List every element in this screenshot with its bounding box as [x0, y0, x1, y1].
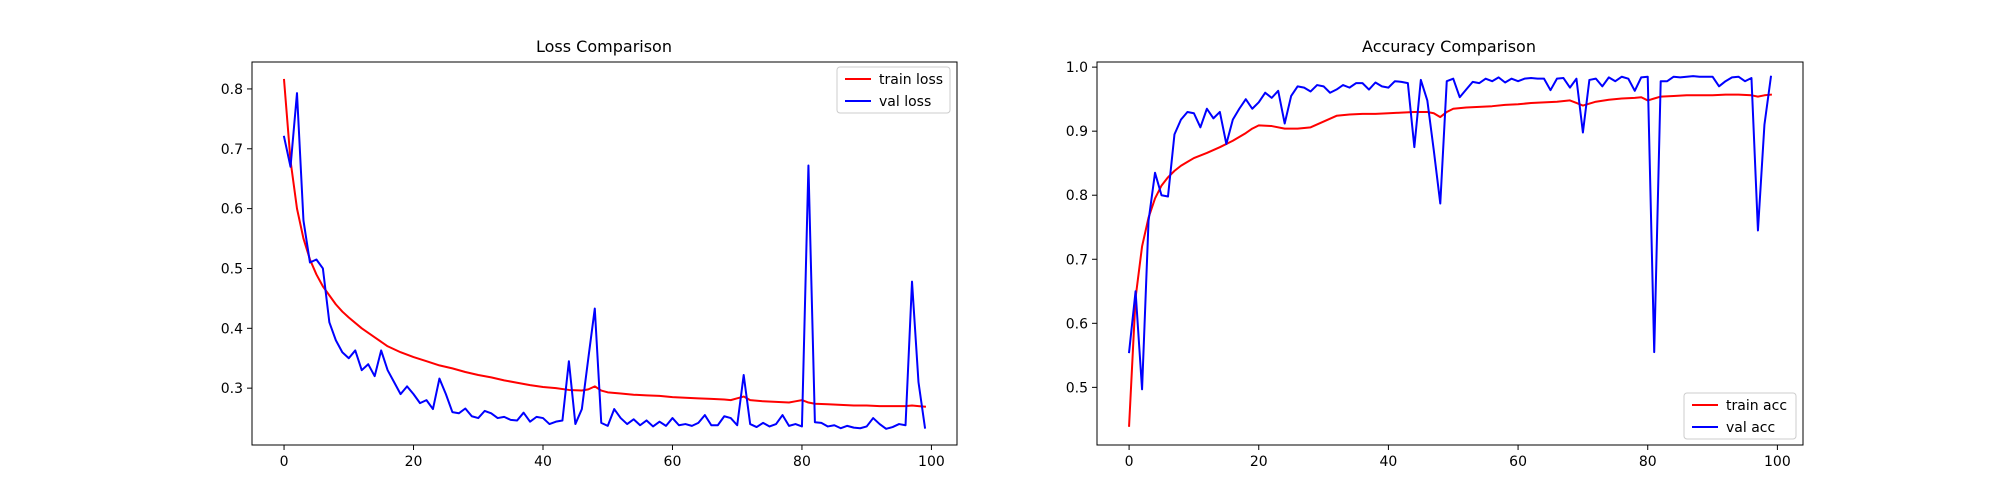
- accuracy-chart-plot-area: 0 20 40 60 80 100 0.5 0.6 0.7 0.8 0.9 1.0: [1066, 60, 1791, 470]
- loss-y-tick-label: 0.8: [221, 82, 243, 98]
- accuracy-x-tick-label: 80: [1639, 454, 1657, 470]
- accuracy-chart-panel: Accuracy Comparison 0 20 40 60 80 100 0.5 0.6 0.…: [1066, 37, 1804, 470]
- accuracy-x-tick-label: 40: [1379, 454, 1397, 470]
- accuracy-y-tick-label: 0.7: [1066, 252, 1088, 268]
- loss-x-tick-label: 0: [280, 454, 289, 470]
- legend-label-train-loss: train loss: [879, 72, 943, 88]
- accuracy-series-val-acc: [1127, 75, 1773, 391]
- loss-series-val-loss: [282, 92, 927, 430]
- loss-chart-axes-frame: [251, 61, 958, 446]
- accuracy-chart-legend: train acc val acc: [1683, 392, 1797, 440]
- accuracy-y-tick-label: 0.8: [1066, 188, 1088, 204]
- accuracy-chart-axes-frame: [1096, 61, 1804, 446]
- loss-y-tick-label: 0.3: [221, 381, 243, 397]
- loss-y-tick-label: 0.6: [221, 202, 243, 218]
- loss-chart-panel: Loss Comparison 0 20 40 60 80 100 0.3 0.4 0.5 0.6…: [221, 37, 958, 470]
- loss-chart-title: Loss Comparison: [536, 37, 672, 56]
- accuracy-chart-title: Accuracy Comparison: [1362, 37, 1536, 56]
- accuracy-y-tick-label: 0.6: [1066, 316, 1088, 332]
- loss-x-tick-label: 80: [793, 454, 811, 470]
- accuracy-y-tick-label: 0.5: [1066, 380, 1088, 396]
- accuracy-x-tick-label: 100: [1764, 454, 1791, 470]
- accuracy-x-tick-label: 0: [1125, 454, 1134, 470]
- loss-chart-plot-area: 0 20 40 60 80 100 0.3 0.4 0.5 0.6 0.7 0.8: [221, 78, 945, 470]
- accuracy-series-train-acc: [1128, 93, 1773, 427]
- loss-x-tick-label: 60: [664, 454, 682, 470]
- accuracy-x-tick-label: 20: [1250, 454, 1268, 470]
- loss-chart-legend: train loss val loss: [836, 66, 951, 114]
- legend-label-val-loss: val loss: [879, 94, 931, 110]
- accuracy-y-tick-label: 1.0: [1066, 60, 1088, 76]
- legend-label-train-acc: train acc: [1726, 398, 1787, 414]
- loss-x-tick-label: 20: [405, 454, 423, 470]
- loss-series-train-loss: [282, 78, 927, 408]
- accuracy-x-tick-label: 60: [1509, 454, 1527, 470]
- loss-y-tick-label: 0.4: [221, 321, 243, 337]
- loss-y-tick-label: 0.7: [221, 142, 243, 158]
- accuracy-y-tick-label: 0.9: [1066, 124, 1088, 140]
- legend-label-val-acc: val acc: [1726, 420, 1775, 436]
- loss-x-tick-label: 100: [918, 454, 945, 470]
- loss-x-tick-label: 40: [534, 454, 552, 470]
- loss-y-tick-label: 0.5: [221, 261, 243, 277]
